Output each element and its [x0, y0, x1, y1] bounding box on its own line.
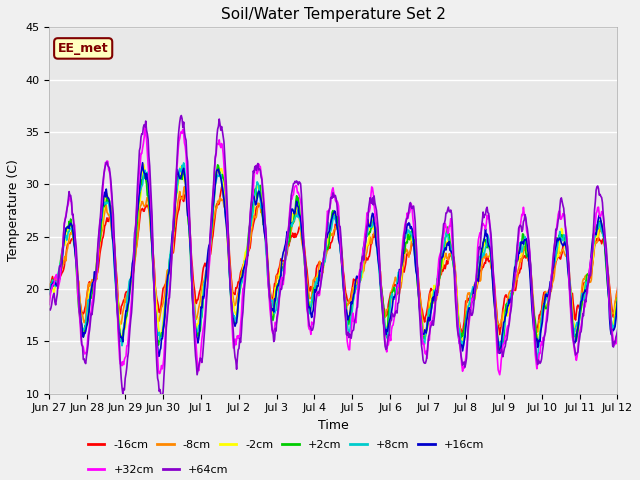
-2cm [282, 257, 289, 263]
+8cm [259, 204, 266, 209]
+64cm [282, 245, 290, 251]
Line: +8cm: +8cm [49, 163, 640, 360]
+8cm [534, 357, 541, 363]
+16cm [154, 353, 162, 359]
+2cm [214, 162, 221, 168]
-8cm [450, 265, 458, 271]
Line: +2cm: +2cm [49, 165, 640, 352]
+16cm [45, 291, 53, 297]
Line: -16cm: -16cm [49, 186, 640, 336]
+64cm [417, 332, 424, 338]
+2cm [416, 305, 424, 311]
+2cm [229, 316, 237, 322]
-16cm [116, 311, 124, 317]
+64cm [177, 113, 185, 119]
+32cm [116, 361, 124, 367]
-16cm [450, 254, 458, 260]
+32cm [416, 306, 424, 312]
-16cm [259, 214, 266, 219]
+2cm [282, 251, 289, 256]
+16cm [230, 316, 237, 322]
+2cm [116, 335, 124, 340]
+32cm [282, 252, 289, 258]
Line: -2cm: -2cm [49, 164, 640, 352]
+32cm [496, 372, 504, 378]
+64cm [116, 364, 124, 370]
X-axis label: Time: Time [318, 419, 349, 432]
+8cm [229, 310, 237, 315]
-8cm [45, 283, 53, 288]
-2cm [416, 305, 424, 311]
-2cm [259, 204, 266, 210]
-16cm [229, 289, 237, 295]
-16cm [459, 334, 467, 339]
+2cm [259, 215, 266, 221]
-2cm [450, 261, 458, 267]
-8cm [459, 340, 467, 346]
-2cm [140, 161, 147, 167]
+32cm [229, 333, 237, 339]
+64cm [451, 281, 458, 287]
+16cm [139, 160, 147, 166]
+32cm [450, 262, 458, 267]
-8cm [180, 184, 188, 190]
Line: +32cm: +32cm [49, 129, 640, 375]
+32cm [259, 185, 266, 191]
+2cm [45, 292, 53, 298]
+8cm [180, 160, 188, 166]
+8cm [45, 291, 53, 297]
Line: +64cm: +64cm [49, 116, 640, 397]
+16cm [417, 316, 424, 322]
Line: +16cm: +16cm [49, 163, 640, 356]
+2cm [450, 265, 458, 271]
+8cm [450, 266, 458, 272]
Legend: +32cm, +64cm: +32cm, +64cm [83, 461, 233, 480]
-8cm [259, 212, 266, 218]
-8cm [116, 321, 124, 327]
-8cm [229, 292, 237, 298]
+8cm [416, 310, 424, 316]
+32cm [141, 126, 148, 132]
+16cm [260, 221, 268, 227]
Text: EE_met: EE_met [58, 42, 109, 55]
-2cm [229, 300, 237, 305]
Y-axis label: Temperature (C): Temperature (C) [7, 159, 20, 262]
+16cm [451, 269, 458, 275]
+32cm [45, 301, 53, 307]
-16cm [282, 254, 289, 260]
-8cm [416, 294, 424, 300]
+16cm [282, 235, 290, 241]
Title: Soil/Water Temperature Set 2: Soil/Water Temperature Set 2 [221, 7, 446, 22]
-2cm [45, 293, 53, 299]
+8cm [282, 257, 289, 263]
+8cm [116, 338, 124, 344]
+64cm [159, 394, 166, 400]
+2cm [495, 349, 503, 355]
+64cm [260, 199, 268, 204]
-2cm [116, 330, 124, 336]
-16cm [416, 291, 424, 297]
-16cm [45, 286, 53, 292]
-16cm [218, 183, 226, 189]
+64cm [45, 306, 53, 312]
Line: -8cm: -8cm [49, 187, 640, 343]
+64cm [230, 331, 237, 337]
+16cm [116, 334, 124, 340]
-8cm [282, 251, 289, 257]
-2cm [496, 349, 504, 355]
